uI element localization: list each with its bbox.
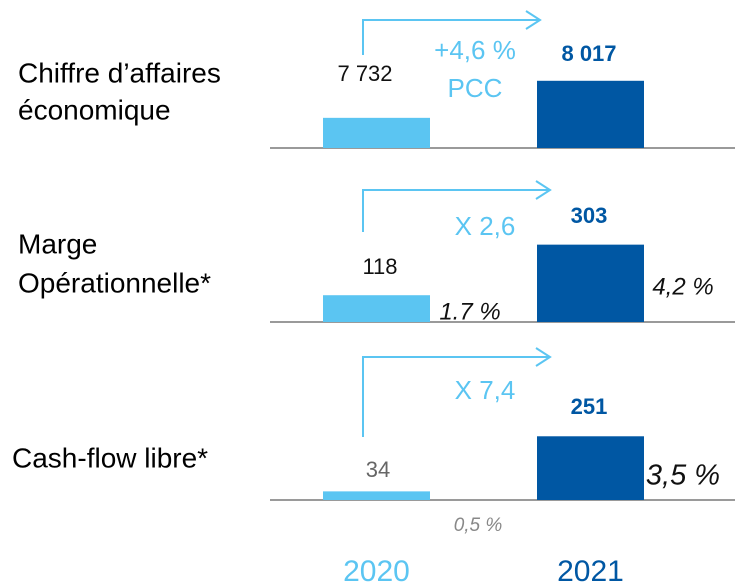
growth-label: PCC <box>448 73 503 103</box>
year-label: 2020 <box>343 555 410 587</box>
margin-label: 4,2 % <box>652 273 713 300</box>
growth-label: X 2,6 <box>455 211 516 241</box>
value-label: 251 <box>571 394 608 419</box>
margin-label: 3,5 % <box>646 460 720 492</box>
row-title: Marge <box>18 228 97 259</box>
growth-arrow <box>362 189 550 232</box>
value-label: 8 017 <box>561 41 616 66</box>
margin-label: 0,5 % <box>454 515 503 536</box>
margin-label: 1.7 % <box>439 298 500 325</box>
value-label: 118 <box>362 254 397 279</box>
growth-label: +4,6 % <box>434 35 516 65</box>
bar <box>323 117 430 148</box>
growth-arrow <box>362 19 540 55</box>
arrow-head <box>525 10 542 30</box>
bar <box>323 491 430 500</box>
row-title: économique <box>18 94 171 125</box>
value-label: 34 <box>366 457 390 482</box>
row-title: Chiffre d’affaires <box>18 57 221 88</box>
year-label: 2021 <box>557 555 624 587</box>
value-label: 7 732 <box>337 61 392 86</box>
growth-arrow <box>362 356 550 437</box>
row-title: Cash-flow libre* <box>12 442 208 473</box>
arrow-head <box>535 180 552 200</box>
value-label: 303 <box>571 203 608 228</box>
growth-label: X 7,4 <box>455 375 516 405</box>
arrow-head <box>535 347 552 367</box>
bar <box>323 295 430 322</box>
bar <box>537 436 644 500</box>
bar <box>537 80 644 148</box>
row-title: Opérationnelle* <box>18 267 211 298</box>
bar <box>537 244 644 322</box>
